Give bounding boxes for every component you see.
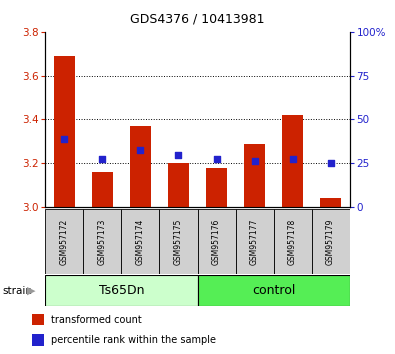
Bar (32, 334, 44, 346)
Bar (273, 209, 312, 274)
Bar (45, 209, 83, 274)
Text: GDS4376 / 10413981: GDS4376 / 10413981 (130, 12, 265, 25)
Bar (160, 209, 198, 274)
Bar (244, 144, 265, 207)
Bar (235, 209, 274, 274)
Bar (45, 275, 198, 306)
Point (251, 158, 258, 164)
Point (290, 156, 296, 162)
Text: GSM957172: GSM957172 (60, 218, 69, 265)
Bar (282, 115, 303, 207)
Text: Ts65Dn: Ts65Dn (99, 284, 144, 297)
Text: GSM957173: GSM957173 (98, 218, 107, 265)
Text: GSM957176: GSM957176 (212, 218, 221, 265)
Bar (92, 172, 113, 207)
Point (137, 147, 144, 153)
Text: percentile rank within the sample: percentile rank within the sample (51, 335, 216, 345)
Point (61, 136, 68, 142)
Bar (122, 209, 160, 274)
Bar (168, 163, 189, 207)
Text: ▶: ▶ (27, 286, 36, 296)
Point (175, 152, 182, 157)
Text: transformed count: transformed count (51, 314, 141, 325)
Text: GSM957174: GSM957174 (136, 218, 145, 265)
Text: control: control (252, 284, 295, 297)
Bar (198, 209, 235, 274)
Bar (54, 56, 75, 207)
Point (99, 156, 105, 162)
Text: GSM957179: GSM957179 (326, 218, 335, 265)
Text: GSM957178: GSM957178 (288, 218, 297, 265)
Bar (206, 168, 227, 207)
Point (213, 156, 220, 162)
Text: GSM957175: GSM957175 (174, 218, 183, 265)
Bar (320, 198, 341, 207)
Text: strain: strain (2, 286, 32, 296)
Bar (83, 209, 122, 274)
Bar (312, 209, 350, 274)
Bar (130, 126, 151, 207)
Bar (32, 314, 44, 325)
Text: GSM957177: GSM957177 (250, 218, 259, 265)
Point (327, 160, 334, 166)
Bar (198, 275, 350, 306)
